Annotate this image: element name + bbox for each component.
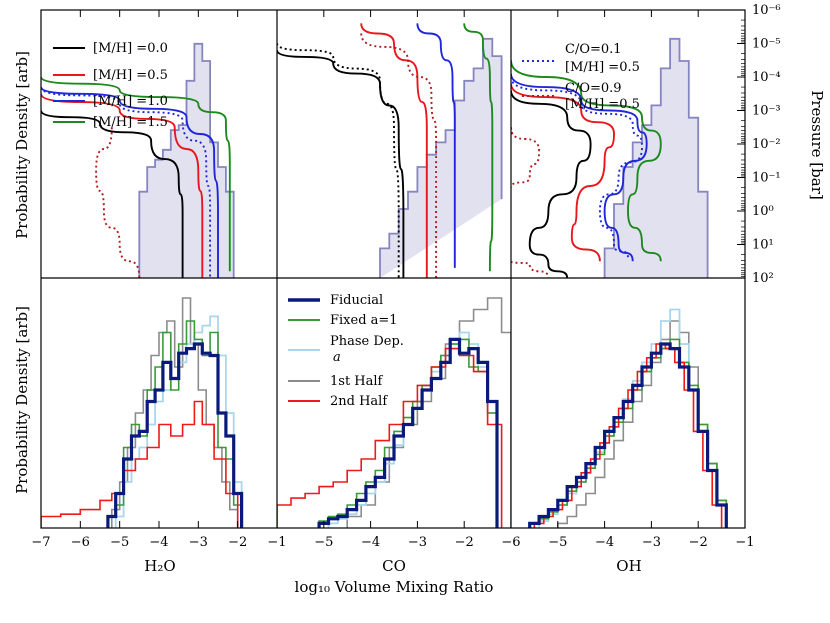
xtick-label-1-1: −5 — [314, 535, 333, 550]
xtick-label-1-4: −2 — [455, 535, 474, 550]
legend-label-co01-line1: C/O=0.1 — [565, 42, 622, 57]
bottom-panel-2 — [528, 308, 728, 528]
xtick-label-1-3: −3 — [408, 535, 427, 550]
top-hist-fill-1 — [380, 38, 502, 278]
hist-second-0 — [41, 400, 239, 528]
xtick-label-2-4: −3 — [642, 535, 661, 550]
hist-fiducial-1 — [317, 337, 499, 528]
ptick-label--6: 10⁻⁶ — [752, 3, 781, 18]
top-left-legend: [M/H] =0.0 [M/H] =0.5 [M/H] =1.0 [M/H] =… — [53, 41, 168, 130]
top-panel-0 — [41, 42, 235, 278]
xtick-label-2-6: −1 — [735, 535, 754, 550]
profile-0-1 — [41, 93, 204, 278]
xlabel: log₁₀ Volume Mixing Ratio — [295, 578, 494, 596]
legend-label-fixed: Fixed a=1 — [330, 313, 398, 328]
ylabel-top: Probability Density [arb] — [13, 51, 31, 239]
species-label-1: CO — [382, 557, 406, 575]
ptick-label-0: 10⁰ — [752, 204, 774, 219]
top-hist-edge-2 — [603, 37, 709, 278]
xtick-label-0-1: −6 — [71, 535, 90, 550]
hist-fiducial-0 — [106, 342, 244, 528]
hist-second-1 — [277, 347, 503, 528]
legend-label-phase-sub: a — [333, 350, 341, 365]
top-right-legend: C/O=0.1 [M/H] =0.5 C/O=0.9 [M/H] =0.5 — [522, 42, 640, 112]
profile-1-2 — [360, 23, 428, 278]
ylabel-right: Pressure [bar] — [808, 90, 826, 199]
xtick-label-1-0: −1 — [267, 535, 286, 550]
bottom-panel-1 — [277, 297, 511, 528]
bottom-legend: Fiducial Fixed a=1 Phase Dep. a 1st Half… — [288, 293, 404, 409]
ptick-label--4: 10⁻⁴ — [752, 70, 781, 85]
axis-frames — [40, 9, 746, 529]
tick-marks: −7 −6 −5 −4 −3 −2 −1 −5 −4 −3 −2 −6 −5 −4 −3 −2 −1 10⁻⁶ 10… — [31, 3, 780, 550]
legend-label-co01-line2: [M/H] =0.5 — [565, 60, 640, 75]
species-label-0: H₂O — [144, 557, 175, 575]
legend-label-phase: Phase Dep. — [330, 334, 404, 349]
xtick-label-2-1: −6 — [501, 535, 520, 550]
species-label-2: OH — [616, 557, 641, 575]
profile-2-6 — [511, 260, 550, 278]
xtick-label-2-5: −2 — [689, 535, 708, 550]
legend-label-m10: [M/H] =1.0 — [93, 94, 168, 109]
profile-1-4 — [416, 23, 456, 268]
top-panel-2 — [511, 37, 709, 278]
legend-label-co09-line2: [M/H] =0.5 — [565, 97, 640, 112]
profile-0-4 — [41, 76, 231, 272]
legend-label-second: 2nd Half — [330, 394, 388, 409]
profile-0-2 — [41, 86, 219, 278]
legend-label-co09-line1: C/O=0.9 — [565, 81, 622, 96]
profile-0-0 — [41, 110, 184, 278]
bottom-panel-0 — [41, 297, 244, 528]
ptick-label--1: 10⁻¹ — [752, 171, 781, 186]
profile-2-0 — [511, 60, 662, 262]
xtick-label-2-2: −5 — [548, 535, 567, 550]
xtick-label-0-0: −7 — [31, 535, 50, 550]
ptick-label-2: 10² — [752, 271, 774, 286]
legend-label-m05: [M/H] =0.5 — [93, 68, 168, 83]
ptick-label-1: 10¹ — [752, 238, 774, 253]
legend-label-m00: [M/H] =0.0 — [93, 41, 168, 56]
top-panel-1 — [277, 23, 503, 278]
hist-fixed-1 — [318, 338, 498, 528]
legend-label-first: 1st Half — [330, 374, 384, 389]
legend-label-fiducial: Fiducial — [330, 293, 383, 308]
profile-2-4 — [511, 90, 592, 278]
profile-1-1 — [277, 43, 400, 278]
top-hist-edge-0 — [138, 42, 235, 278]
ptick-label--5: 10⁻⁵ — [752, 37, 781, 52]
ptick-label--2: 10⁻² — [752, 137, 781, 152]
plot-area — [41, 23, 728, 528]
xtick-label-0-3: −4 — [149, 535, 168, 550]
xtick-label-0-2: −5 — [110, 535, 129, 550]
xtick-label-2-3: −4 — [595, 535, 614, 550]
profile-2-2 — [511, 76, 643, 258]
profile-2-3 — [511, 83, 615, 262]
xtick-label-1-2: −4 — [361, 535, 380, 550]
xtick-label-0-5: −2 — [228, 535, 247, 550]
profile-1-0 — [277, 49, 405, 278]
profile-1-3 — [360, 33, 438, 278]
profile-2-5 — [511, 127, 541, 188]
ptick-label--3: 10⁻³ — [752, 104, 781, 119]
profile-0-5 — [95, 127, 141, 278]
ylabel-bottom: Probability Density [arb] — [13, 306, 31, 494]
profile-1-5 — [463, 23, 494, 272]
xtick-label-0-4: −3 — [189, 535, 208, 550]
hist-fiducial-2 — [528, 342, 728, 528]
legend-label-m15: [M/H] =1.5 — [93, 115, 168, 130]
hist-phase-1 — [327, 331, 498, 528]
